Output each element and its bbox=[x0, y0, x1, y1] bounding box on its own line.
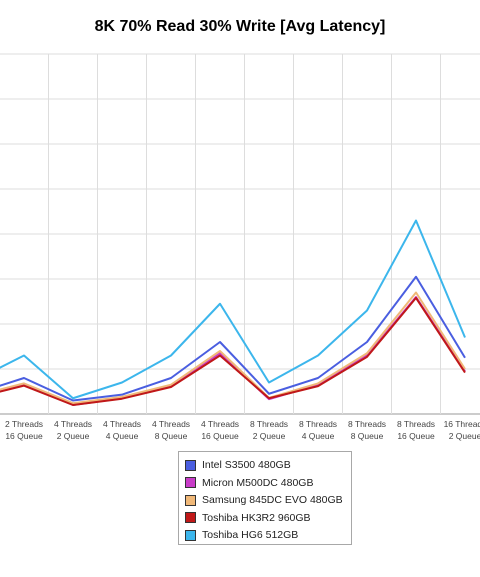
legend-label: Micron M500DC 480GB bbox=[202, 476, 314, 489]
legend-label: Toshiba HK3R2 960GB bbox=[202, 511, 311, 524]
x-tick-label: 4 Threads 16 Queue bbox=[201, 419, 239, 441]
x-tick-label: 4 Threads 4 Queue bbox=[103, 419, 141, 441]
series-line-2 bbox=[0, 291, 466, 405]
x-tick-label: 4 Threads 2 Queue bbox=[54, 419, 92, 441]
legend-swatch bbox=[185, 477, 196, 488]
legend: Intel S3500 480GB Micron M500DC 480GB Sams… bbox=[178, 451, 352, 545]
legend-item: Toshiba HK3R2 960GB bbox=[185, 510, 311, 526]
series-line-3 bbox=[0, 296, 466, 406]
series-lines bbox=[0, 219, 466, 406]
x-tick-label: 8 Threads 8 Queue bbox=[348, 419, 386, 441]
series-line-0 bbox=[0, 275, 466, 402]
legend-swatch bbox=[185, 529, 196, 541]
chart-title: 8K 70% Read 30% Write [Avg Latency] bbox=[94, 18, 386, 35]
legend-label: Samsung 845DC EVO 480GB bbox=[202, 494, 343, 506]
legend-item: Intel S3500 480GB bbox=[185, 457, 291, 473]
x-tick-label: 4 Threads 8 Queue bbox=[152, 419, 190, 441]
legend-label: Intel S3500 480GB bbox=[202, 459, 291, 471]
legend-swatch bbox=[185, 459, 196, 471]
legend-item: Samsung 845DC EVO 480GB bbox=[185, 492, 343, 508]
legend-item: Micron M500DC 480GB bbox=[185, 475, 313, 491]
series-line-4 bbox=[0, 219, 466, 400]
series-line-1 bbox=[0, 296, 466, 406]
legend-item: Toshiba HG6 512GB bbox=[185, 527, 298, 543]
legend-swatch bbox=[185, 494, 196, 506]
grid bbox=[0, 53, 480, 415]
legend-swatch bbox=[185, 512, 196, 523]
x-tick-label: 2 Threads 16 Queue bbox=[5, 419, 43, 441]
x-tick-label: 8 Threads 2 Queue bbox=[250, 419, 288, 441]
legend-label: Toshiba HG6 512GB bbox=[202, 529, 299, 541]
x-tick-label: 8 Threads 4 Queue bbox=[299, 419, 337, 441]
x-tick-label: 8 Threads 16 Queue bbox=[397, 419, 435, 441]
